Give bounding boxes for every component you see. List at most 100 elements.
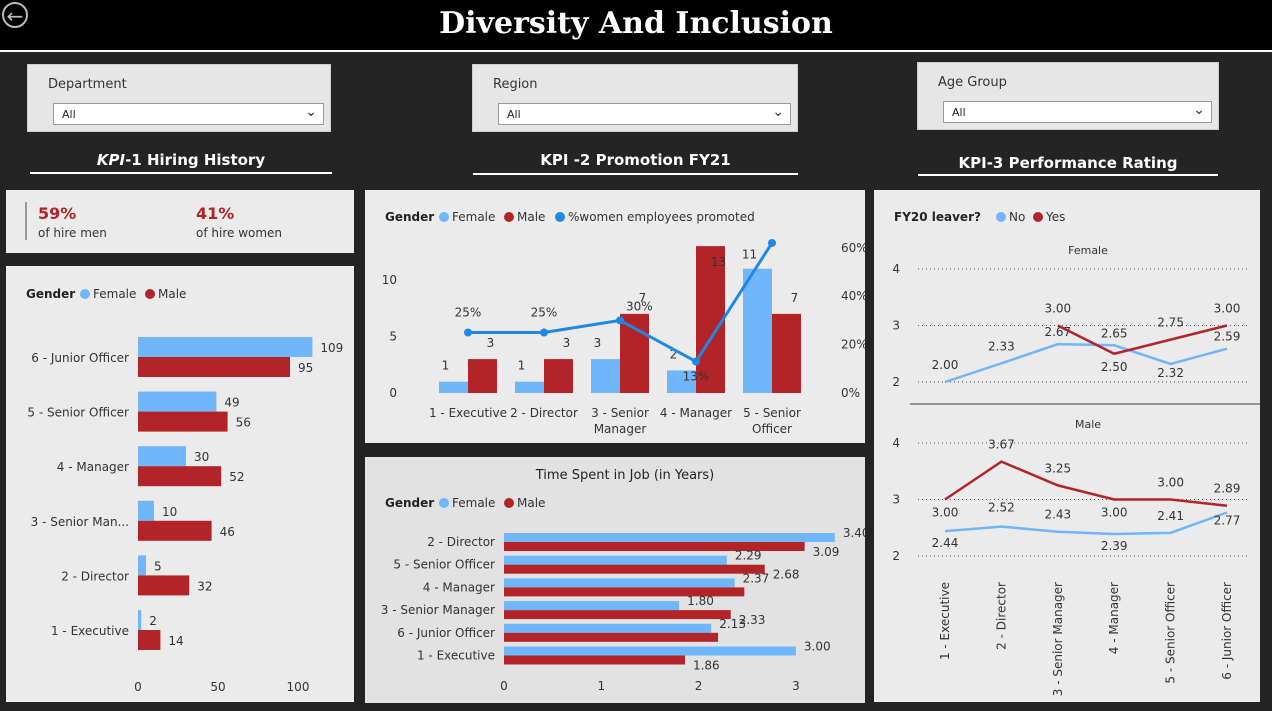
line-data-label: 25% — [531, 306, 558, 320]
chart-title: Time Spent in Job (in Years) — [535, 468, 715, 483]
x-tick-label: 4 - Manager — [660, 406, 732, 420]
x-tick-label: 2 - Director — [994, 582, 1008, 650]
y-tick-label: 4 - Manager — [423, 580, 495, 594]
x-tick-label: 1 - Executive — [429, 406, 507, 420]
female-bar — [515, 381, 544, 393]
male-bar — [504, 587, 745, 597]
performance-panel: FY20 leaver? No Yes Female 2 3 4 2.00 2.33 2.67 2.… — [874, 190, 1260, 702]
data-label: 2.77 — [1214, 513, 1241, 527]
y-tick-label: 2 - Director — [427, 535, 495, 549]
male-bar — [138, 630, 161, 650]
hiring-chart: Gender Female Male 6 - Junior Officer 109 95 5… — [26, 287, 343, 694]
hire-ratio-card: 59% of hire men 41% of hire women — [6, 190, 354, 253]
legend-swatch — [439, 498, 449, 508]
y-tick-label: 6 - Junior Officer — [31, 351, 129, 365]
y-tick-label: 6 - Junior Officer — [397, 626, 495, 640]
promoted-point — [464, 328, 472, 337]
data-label: 2.50 — [1101, 360, 1128, 374]
data-label: 30 — [194, 450, 209, 464]
female-bar — [138, 337, 313, 357]
line-data-label: 25% — [455, 306, 482, 320]
male-bar — [544, 359, 573, 393]
male-bar — [138, 411, 228, 432]
data-label: 2.29 — [735, 549, 762, 563]
panel-title: Female — [1068, 244, 1108, 257]
legend-title: Gender — [26, 287, 75, 301]
female-bar — [743, 268, 772, 393]
x-tick-label: 3 - Senior Manager — [1051, 582, 1065, 696]
data-label: 2.33 — [739, 613, 766, 627]
age-group-slicer: Age Group All ⌄ — [917, 62, 1219, 130]
kpi3-title: KPI-3 Performance Rating — [958, 154, 1178, 172]
panel-title: Male — [1075, 418, 1101, 431]
male-bar — [504, 632, 719, 642]
promoted-point — [616, 316, 624, 325]
female-bar — [138, 391, 217, 412]
women-hire-pct: 41% — [196, 204, 235, 223]
male-bar — [504, 542, 805, 551]
legend-title: Gender — [385, 210, 434, 224]
y-tick-label: 3 - Senior Man... — [31, 515, 129, 529]
back-arrow-icon[interactable]: ← — [2, 2, 28, 28]
data-label: 2.13 — [719, 617, 746, 631]
legend-swatch — [145, 289, 155, 299]
data-label: 2 — [670, 347, 678, 361]
department-dropdown-value: All — [62, 108, 76, 121]
legend-label: Yes — [1045, 210, 1065, 224]
legend-swatch — [504, 498, 514, 508]
data-label: 5 — [154, 559, 162, 573]
data-label: 3 — [487, 336, 495, 350]
y-tick-label: 4 — [892, 262, 900, 276]
male-bar — [504, 610, 731, 620]
legend-swatch — [504, 212, 514, 222]
y-tick-label: 2 — [892, 549, 900, 563]
data-label: 56 — [236, 416, 251, 430]
legend-label: %women employees promoted — [568, 210, 755, 224]
data-label: 3.67 — [988, 438, 1015, 452]
y-tick-label: 1 - Executive — [417, 649, 495, 663]
kpi3-underline — [918, 174, 1218, 176]
region-dropdown[interactable]: All ⌄ — [498, 103, 791, 125]
x-tick-label: 0 — [134, 680, 142, 694]
age-group-dropdown-value: All — [952, 106, 966, 119]
data-label: 3.25 — [1044, 461, 1071, 475]
data-label: 32 — [197, 579, 212, 593]
chevron-down-icon: ⌄ — [1193, 102, 1205, 118]
y2-tick-label: 20% — [841, 338, 865, 352]
y2-tick-label: 60% — [841, 241, 865, 255]
department-dropdown[interactable]: All ⌄ — [53, 103, 324, 125]
data-label: 1.86 — [693, 659, 720, 673]
age-group-dropdown[interactable]: All ⌄ — [943, 101, 1212, 123]
kpi2-underline — [473, 173, 798, 175]
y2-tick-label: 40% — [841, 289, 865, 303]
no-line — [944, 342, 1228, 384]
y-tick-label: 1 - Executive — [51, 624, 129, 638]
male-bar — [504, 564, 765, 574]
data-label: 2.59 — [1214, 330, 1241, 344]
data-label: 3.09 — [813, 545, 840, 559]
data-label: 3.00 — [804, 640, 831, 654]
region-dropdown-value: All — [507, 108, 521, 121]
data-label: 2.75 — [1157, 316, 1184, 330]
data-label: 3.00 — [1214, 302, 1241, 316]
female-bar — [667, 370, 696, 393]
page-title: Diversity And Inclusion — [439, 6, 833, 41]
legend-label: Female — [93, 287, 136, 301]
x-tick-label: 50 — [210, 680, 225, 694]
data-label: 1 — [518, 359, 526, 373]
department-slicer-label: Department — [48, 77, 127, 92]
men-hire-pct: 59% — [38, 204, 77, 223]
no-line — [944, 511, 1228, 536]
y-tick-label: 2 - Director — [61, 569, 129, 583]
data-label: 3 — [563, 336, 571, 350]
male-bar — [468, 359, 497, 393]
y-tick-label: 2 — [892, 375, 900, 389]
data-label: 2.52 — [988, 501, 1015, 515]
legend-label: Female — [452, 496, 495, 510]
x-tick-label: 0 — [500, 679, 508, 693]
female-bar — [439, 381, 468, 393]
y-tick-label: 4 - Manager — [57, 460, 129, 474]
yes-line — [944, 460, 1228, 507]
y-tick-label: 5 - Senior Officer — [27, 406, 129, 420]
male-bar — [138, 575, 190, 596]
